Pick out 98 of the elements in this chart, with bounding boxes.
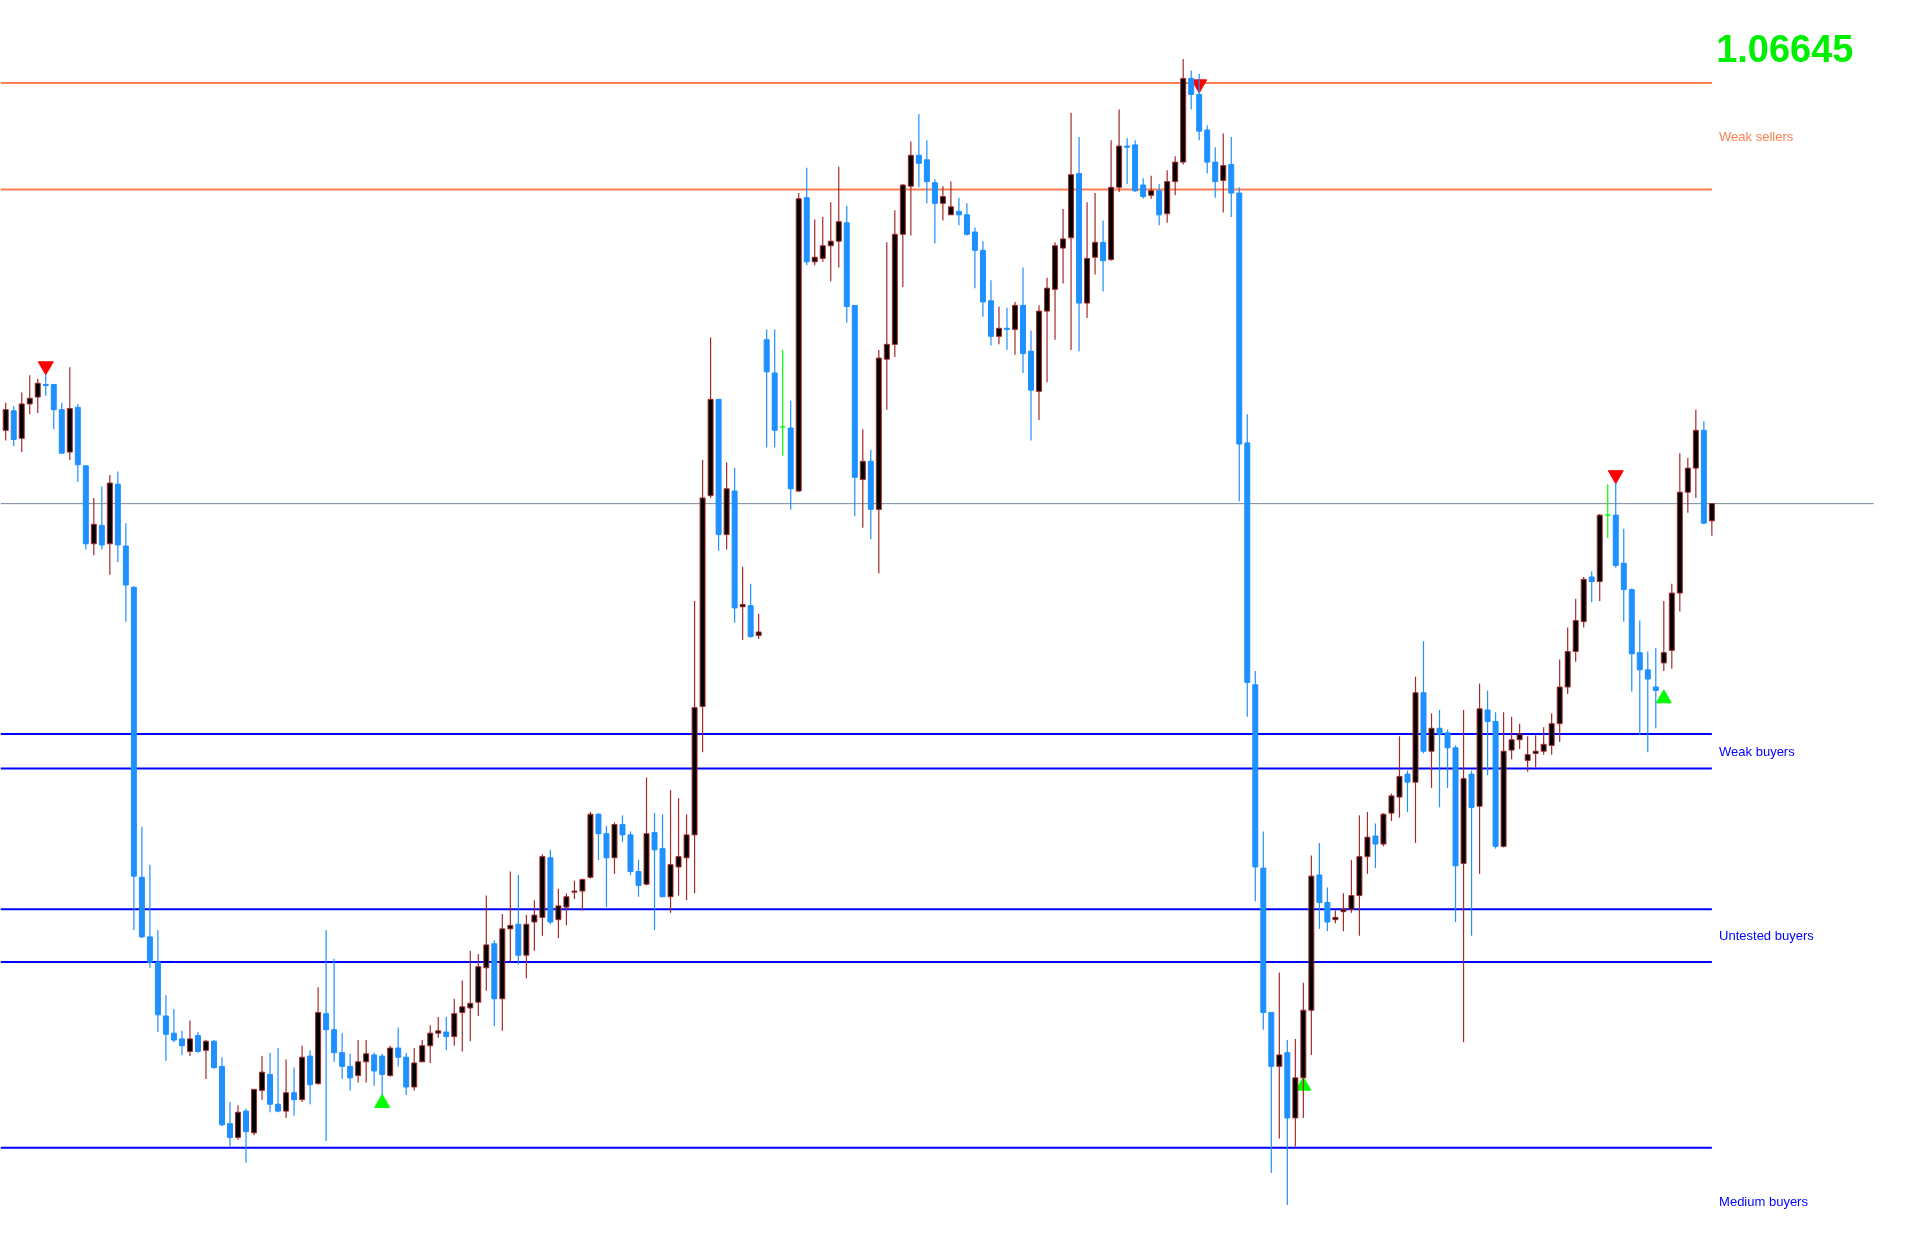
candlestick: [1588, 570, 1595, 603]
candlestick: [1172, 155, 1179, 196]
candlestick: [443, 1016, 450, 1051]
candlestick: [371, 1052, 378, 1087]
candlestick: [323, 929, 330, 1142]
point: [37, 361, 54, 376]
ref-line-label: Untested buyers: [1719, 928, 1815, 944]
candlestick: [1604, 483, 1611, 539]
candlestick: [26, 374, 33, 415]
point: [1607, 470, 1624, 485]
candlestick: [275, 1047, 282, 1113]
candlestick: [755, 613, 762, 640]
candlestick: [1276, 971, 1283, 1140]
candlestick: [283, 1058, 290, 1119]
candlestick: [1212, 146, 1219, 199]
candlestick: [915, 113, 922, 188]
candlestick: [1060, 208, 1067, 285]
candlestick: [939, 185, 946, 222]
candlestick: [1220, 132, 1227, 214]
candlestick: [331, 958, 338, 1063]
text: 1.06645: [1716, 27, 1854, 70]
candlestick: [619, 814, 626, 843]
candlestick: [1516, 723, 1523, 750]
ref-line-label: Weak sellers: [1719, 128, 1794, 144]
candlestick: [1532, 734, 1539, 768]
candlestick: [339, 1032, 346, 1080]
candlestick: [1636, 619, 1643, 736]
candlestick: [42, 373, 49, 397]
candlestick: [955, 197, 962, 226]
candlestick: [1708, 503, 1715, 537]
candlestick: [995, 305, 1002, 345]
candlestick: [162, 994, 169, 1062]
candlestick: [1548, 712, 1555, 756]
candlestick: [34, 378, 41, 414]
candlestick: [579, 877, 586, 912]
candlestick: [507, 870, 514, 963]
candlestick: [1524, 735, 1531, 773]
candlestick: [427, 1024, 434, 1064]
candlestick: [467, 950, 474, 1042]
ref-line-label: Weak buyers: [1719, 743, 1796, 759]
candlestick: [259, 1055, 266, 1101]
candlestick: [483, 895, 490, 992]
candlestick: [827, 201, 834, 282]
candlestick: [883, 241, 890, 411]
candlestick: [98, 485, 105, 551]
candlestick: [170, 1008, 177, 1043]
candlestick: [923, 139, 930, 204]
candlestick: [451, 998, 458, 1047]
candlestick: [1508, 716, 1515, 760]
candlestick: [1140, 177, 1147, 200]
candlestick: [1124, 137, 1131, 185]
candlestick: [1372, 822, 1379, 869]
candlestick: [186, 1019, 193, 1057]
candlestick: [571, 880, 578, 900]
candlestick: [931, 178, 938, 245]
candlestick: [1003, 307, 1010, 351]
candlestick: [811, 218, 818, 266]
candlestick: [1092, 192, 1099, 276]
candlestick: [435, 1016, 442, 1039]
candlestick: [194, 1031, 201, 1054]
candlestick: [1404, 770, 1411, 813]
candlestick: [819, 216, 826, 263]
candlestick: [1364, 811, 1371, 875]
candlestick: [202, 1039, 209, 1080]
candlestick: [1644, 650, 1651, 753]
candlestick: [291, 1066, 298, 1117]
candlestick: [1540, 726, 1547, 756]
candlestick: [1428, 712, 1435, 789]
point: [374, 1093, 391, 1108]
candlestick: [779, 349, 786, 457]
candlestick: [379, 1053, 386, 1096]
candlestick: [947, 180, 954, 216]
candlestick: [363, 1039, 370, 1084]
candlestick: [595, 812, 602, 861]
candlestick: [243, 1108, 249, 1164]
candlestick: [1188, 69, 1195, 110]
candlestick: [1044, 277, 1051, 383]
candlestick: [1652, 647, 1659, 729]
candlestick: [395, 1026, 402, 1067]
candlestick: [459, 979, 466, 1053]
candlestick: [739, 566, 746, 641]
candlestick: [963, 202, 970, 237]
candlestick: [1148, 175, 1155, 200]
candlestick: [1324, 887, 1331, 932]
candlestick: [1660, 600, 1667, 672]
candlestick: [1100, 219, 1107, 293]
candlestick: [2, 402, 9, 442]
candlestick: [227, 1101, 233, 1148]
candlestick: [859, 428, 866, 529]
ref-line-label: Medium buyers: [1719, 1194, 1809, 1210]
point: [1655, 689, 1672, 704]
candlestick: [835, 166, 842, 269]
candlestick: [419, 1039, 426, 1063]
candlestick: [355, 1039, 362, 1084]
candlestick: [971, 226, 978, 289]
candlestick: [347, 1053, 354, 1092]
candlestick: [90, 497, 97, 556]
candlestick: [178, 1030, 185, 1056]
